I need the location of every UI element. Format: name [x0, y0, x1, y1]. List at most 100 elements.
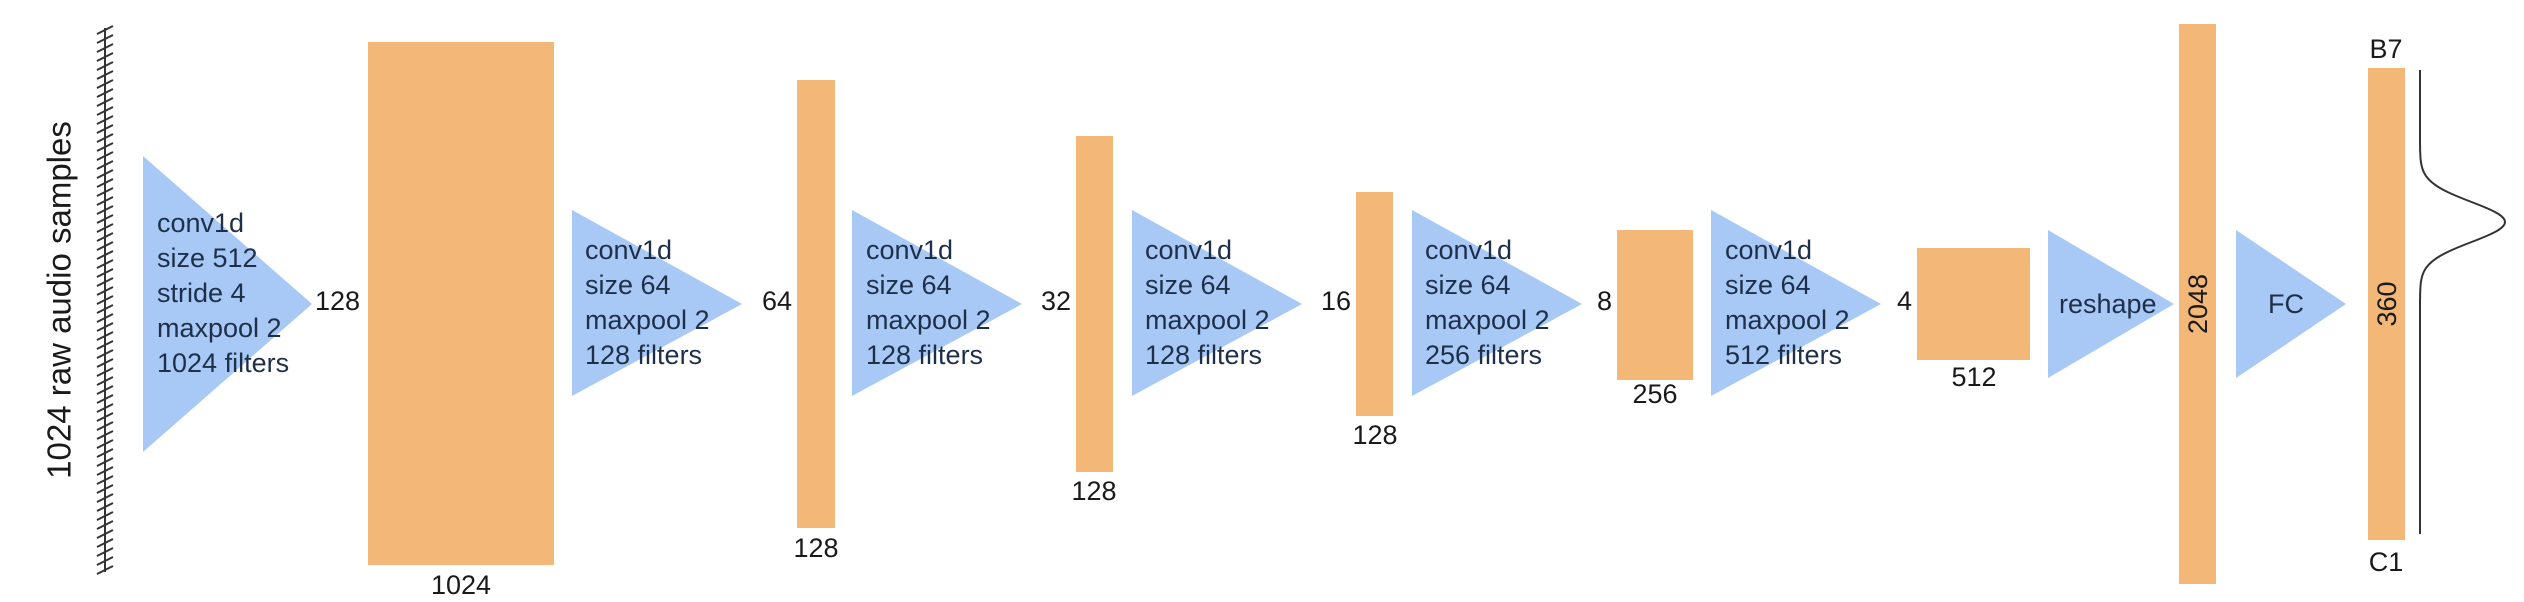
feature-map-6-length: 4: [1897, 286, 1912, 316]
waveform-tick: [96, 376, 114, 386]
waveform-tick: [96, 169, 114, 179]
feature-map-6: [1917, 248, 2030, 360]
waveform-tick: [96, 394, 114, 404]
waveform-tick: [96, 214, 114, 224]
waveform-tick: [96, 421, 114, 431]
waveform-tick: [96, 484, 114, 494]
waveform-tick: [96, 241, 114, 251]
waveform-tick: [96, 115, 114, 125]
feature-map-5-filters: 256: [1632, 379, 1677, 409]
waveform-tick: [96, 160, 114, 170]
output-size: 360: [2372, 281, 2402, 326]
waveform-tick: [96, 61, 114, 71]
conv-layer-5: [1412, 210, 1582, 396]
reshape-vector: [2179, 24, 2216, 584]
conv-layer-3-label: conv1d size 64 maxpool 2 128 filters: [866, 235, 998, 370]
waveform-tick: [96, 457, 114, 467]
feature-map-2-length: 64: [762, 286, 792, 316]
waveform-tick: [96, 196, 114, 206]
waveform-tick: [96, 70, 114, 80]
conv-layer-1-label: conv1d size 512 stride 4 maxpool 2 1024 …: [157, 208, 289, 378]
feature-map-5-length: 8: [1597, 286, 1612, 316]
feature-map-4: [1356, 192, 1393, 416]
reshape-label: reshape: [2059, 289, 2157, 319]
waveform-tick: [96, 79, 114, 89]
waveform-tick: [96, 34, 114, 44]
fc-op: [2236, 230, 2346, 378]
waveform-tick: [96, 88, 114, 98]
waveform-tick: [96, 430, 114, 440]
feature-map-4-filters: 128: [1352, 420, 1397, 450]
feature-map-2: [797, 80, 835, 528]
feature-map-6-filters: 512: [1951, 362, 1996, 392]
conv-layer-4-label: conv1d size 64 maxpool 2 128 filters: [1145, 235, 1277, 370]
waveform-tick: [96, 367, 114, 377]
feature-map-5: [1617, 230, 1693, 380]
waveform-tick: [96, 313, 114, 323]
reshape-size: 2048: [2183, 274, 2213, 334]
waveform-tick: [96, 385, 114, 395]
waveform-tick: [96, 232, 114, 242]
waveform-tick: [96, 448, 114, 458]
waveform-tick: [96, 493, 114, 503]
waveform-tick: [96, 124, 114, 134]
conv-layer-5-label: conv1d size 64 maxpool 2 256 filters: [1425, 235, 1557, 370]
feature-map-3-length: 32: [1041, 286, 1071, 316]
input-waveform: [96, 25, 114, 575]
conv-layer-3: [852, 210, 1022, 396]
waveform-tick: [96, 223, 114, 233]
waveform-tick: [96, 520, 114, 530]
waveform-tick: [96, 52, 114, 62]
waveform-tick: [96, 331, 114, 341]
conv-layer-2-label: conv1d size 64 maxpool 2 128 filters: [585, 235, 717, 370]
feature-map-1-filters: 1024: [431, 570, 491, 600]
waveform-tick: [96, 340, 114, 350]
waveform-tick: [96, 133, 114, 143]
waveform-tick: [96, 43, 114, 53]
reshape-op: [2048, 230, 2174, 378]
waveform-tick: [96, 268, 114, 278]
waveform-tick: [96, 412, 114, 422]
waveform-tick: [96, 538, 114, 548]
waveform-tick: [96, 466, 114, 476]
waveform-tick: [96, 304, 114, 314]
conv-layer-1: [143, 156, 312, 452]
feature-map-1-length: 128: [315, 286, 360, 316]
feature-map-3-filters: 128: [1071, 476, 1116, 506]
output-distribution-curve: [2419, 70, 2507, 534]
output-top-label: B7: [2369, 34, 2402, 64]
waveform-tick: [96, 277, 114, 287]
waveform-tick: [96, 205, 114, 215]
waveform-tick: [96, 25, 114, 35]
waveform-tick: [96, 529, 114, 539]
waveform-tick: [96, 286, 114, 296]
waveform-tick: [96, 547, 114, 557]
output-bottom-label: C1: [2369, 547, 2404, 577]
waveform-tick: [96, 178, 114, 188]
waveform-tick: [96, 349, 114, 359]
conv-layer-6-label: conv1d size 64 maxpool 2 512 filters: [1725, 235, 1857, 370]
feature-map-3: [1076, 136, 1113, 472]
waveform-tick: [96, 250, 114, 260]
waveform-tick: [96, 259, 114, 269]
waveform-tick: [96, 439, 114, 449]
feature-map-1: [368, 42, 554, 565]
waveform-tick: [96, 106, 114, 116]
waveform-tick: [96, 142, 114, 152]
waveform-tick: [96, 511, 114, 521]
waveform-tick: [96, 502, 114, 512]
fc-label: FC: [2268, 289, 2304, 319]
feature-map-4-length: 16: [1321, 286, 1351, 316]
waveform-tick: [96, 97, 114, 107]
waveform-tick: [96, 295, 114, 305]
waveform-tick: [96, 322, 114, 332]
input-label: 1024 raw audio samples: [41, 121, 78, 479]
waveform-tick: [96, 403, 114, 413]
conv-layer-2: [572, 210, 742, 396]
waveform-tick: [96, 475, 114, 485]
waveform-tick: [96, 565, 114, 575]
waveform-tick: [96, 556, 114, 566]
output-vector: [2368, 68, 2405, 540]
feature-map-2-filters: 128: [793, 533, 838, 563]
